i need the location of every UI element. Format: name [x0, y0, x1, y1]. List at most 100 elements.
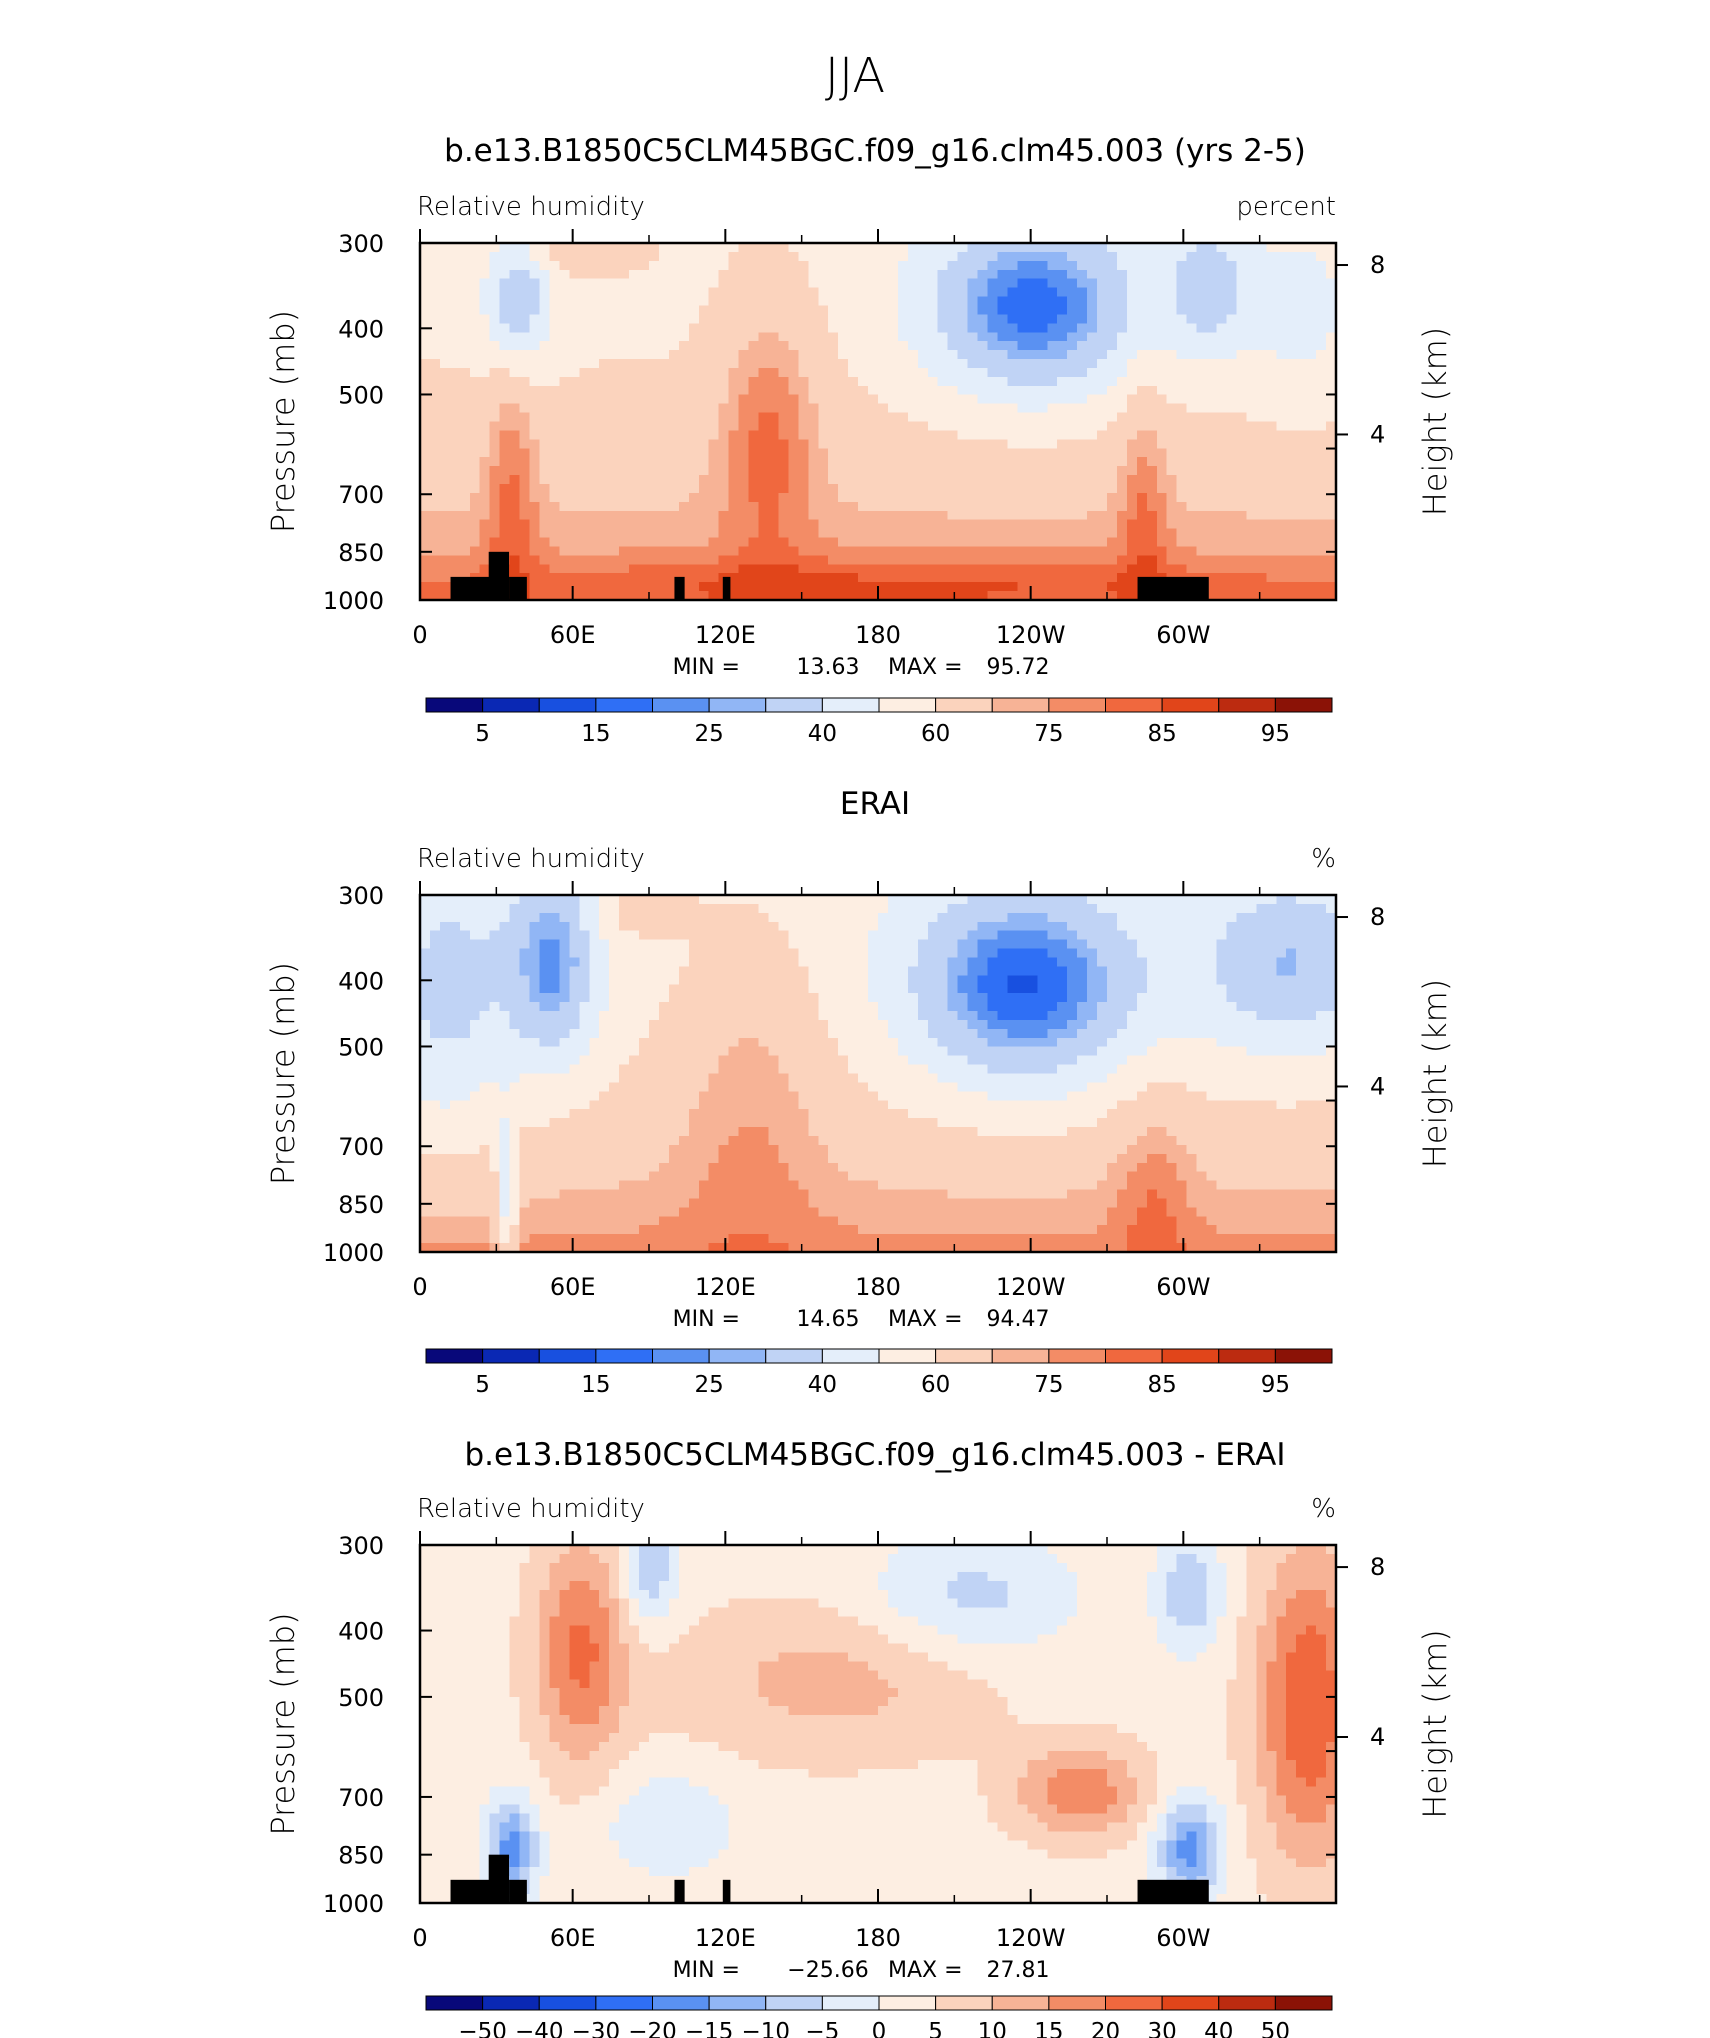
contour-cell [858, 403, 869, 414]
contour-cell [539, 591, 551, 601]
contour-cell [559, 903, 570, 914]
contour-cell [957, 930, 969, 941]
contour-cell [798, 546, 809, 556]
contour-cell [977, 439, 989, 449]
contour-cell [658, 519, 670, 530]
contour-cell [987, 403, 999, 414]
contour-cell [1196, 367, 1208, 378]
contour-cell [987, 457, 999, 467]
contour-cell [1156, 966, 1168, 976]
contour-cell [1017, 519, 1028, 530]
contour-cell [1047, 385, 1058, 396]
contour-cell [1037, 448, 1048, 458]
contour-cell [1067, 296, 1078, 307]
contour-cell [1276, 403, 1287, 414]
contour-cell [1176, 314, 1188, 324]
contour-cell [1097, 537, 1108, 548]
contour-cell [1146, 930, 1158, 941]
contour-cell [569, 1011, 580, 1021]
contour-cell [1027, 510, 1038, 521]
contour-cell [1156, 314, 1168, 324]
contour-cell [937, 939, 949, 950]
contour-cell [967, 394, 979, 405]
contour-cell [1077, 528, 1088, 539]
contour-cell [1216, 243, 1228, 253]
contour-cell [629, 975, 640, 985]
contour-cell [1116, 359, 1128, 369]
contour-cell [649, 376, 660, 387]
contour-cell [658, 243, 670, 253]
contour-cell [868, 475, 879, 485]
contour-cell [1296, 546, 1307, 556]
contour-cell [429, 278, 441, 289]
contour-cell [1206, 305, 1218, 315]
contour-cell [1057, 332, 1068, 342]
contour-cell [639, 546, 650, 556]
contour-cell [678, 278, 690, 289]
contour-cell [619, 975, 630, 985]
contour-cell [977, 251, 989, 262]
contour-cell [987, 323, 999, 333]
contour-cell [957, 948, 969, 959]
contour-cell [1226, 385, 1238, 396]
contour-cell [1326, 314, 1337, 324]
contour-cell [718, 367, 730, 378]
contour-cell [549, 421, 560, 432]
contour-cell [1126, 332, 1138, 342]
contour-cell [878, 957, 889, 967]
contour-cell [848, 930, 859, 941]
contour-cell [708, 591, 720, 601]
contour-cell [688, 332, 700, 342]
contour-cell [589, 483, 600, 494]
y-tick-label: 700 [338, 481, 384, 509]
contour-cell [1146, 564, 1158, 574]
contour-cell [509, 251, 521, 262]
contour-cell [1196, 975, 1208, 985]
contour-cell [1326, 376, 1337, 387]
contour-cell [698, 912, 710, 923]
contour-cell [599, 385, 610, 396]
contour-cell [1216, 555, 1228, 565]
contour-cell [848, 895, 859, 905]
contour-cell [1326, 278, 1337, 289]
contour-cell [1236, 323, 1247, 333]
contour-cell [808, 251, 819, 262]
contour-cell [459, 457, 471, 467]
contour-cell [1136, 305, 1148, 315]
contour-cell [708, 376, 720, 387]
contour-cell [907, 403, 919, 414]
contour-cell [788, 350, 799, 360]
contour-cell [768, 939, 780, 950]
contour-cell [1166, 483, 1178, 494]
contour-cell [549, 448, 560, 458]
contour-cell [420, 359, 431, 369]
contour-cell [509, 412, 521, 423]
contour-cell [848, 957, 859, 967]
contour-cell [1007, 323, 1018, 333]
contour-cell [708, 359, 720, 369]
contour-cell [1027, 492, 1038, 503]
contour-cell [1196, 564, 1208, 574]
contour-cell [798, 895, 809, 905]
contour-cell [678, 403, 690, 414]
contour-cell [1107, 895, 1118, 905]
contour-cell [589, 591, 600, 601]
contour-cell [1017, 501, 1028, 512]
contour-cell [1057, 555, 1068, 565]
topography-mask [509, 576, 527, 600]
contour-cell [1266, 519, 1277, 530]
contour-cell [1156, 903, 1168, 914]
contour-cell [589, 564, 600, 574]
contour-cell [838, 376, 849, 387]
contour-cell [718, 948, 730, 959]
contour-cell [658, 448, 670, 458]
contour-cell [539, 930, 551, 941]
contour-cell [1196, 376, 1208, 387]
contour-cell [479, 359, 491, 369]
contour-cell [1017, 394, 1028, 405]
contour-cell [559, 466, 570, 476]
contour-cell [1236, 457, 1247, 467]
contour-cell [1236, 573, 1247, 583]
contour-cell [1156, 251, 1168, 262]
contour-cell [1226, 510, 1238, 521]
